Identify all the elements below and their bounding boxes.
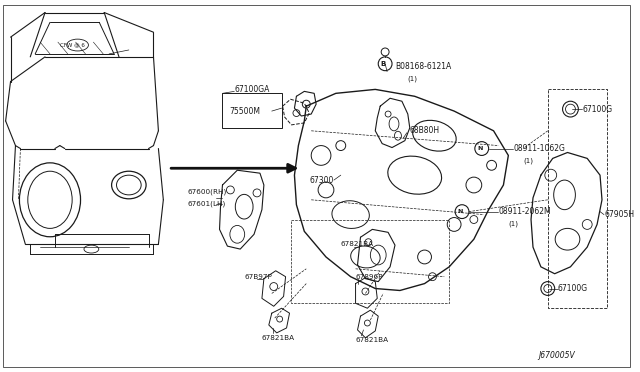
Text: (1): (1) (408, 75, 418, 82)
Bar (223, 93, 282, 128)
Text: (1): (1) (523, 157, 533, 164)
Text: (1): (1) (508, 220, 518, 227)
Text: 67896P: 67896P (356, 274, 383, 280)
Text: 67600(RH): 67600(RH) (188, 189, 227, 195)
Text: 67100G: 67100G (557, 284, 588, 293)
Text: 67905H: 67905H (605, 210, 635, 219)
Text: N: N (458, 209, 463, 214)
Text: N: N (477, 146, 483, 151)
Text: 67601(LH): 67601(LH) (188, 201, 226, 207)
Text: 67B97P: 67B97P (244, 274, 272, 280)
Text: J670005V: J670005V (538, 351, 575, 360)
Text: CFW @ 6: CFW @ 6 (60, 42, 84, 48)
Text: B: B (381, 61, 386, 67)
Text: 75500M: 75500M (229, 107, 260, 116)
Text: 67821BA: 67821BA (340, 241, 374, 247)
Text: 67300: 67300 (309, 176, 333, 185)
Text: 68B80H: 68B80H (410, 126, 440, 135)
Text: 67821BA: 67821BA (356, 337, 388, 343)
Text: 08911-2062M: 08911-2062M (499, 207, 551, 216)
Text: 67100GA: 67100GA (234, 85, 269, 94)
Text: 67821BA: 67821BA (262, 335, 295, 341)
Text: 67100G: 67100G (582, 105, 612, 113)
Text: B08168-6121A: B08168-6121A (395, 62, 451, 71)
Text: 08911-1062G: 08911-1062G (513, 144, 565, 153)
